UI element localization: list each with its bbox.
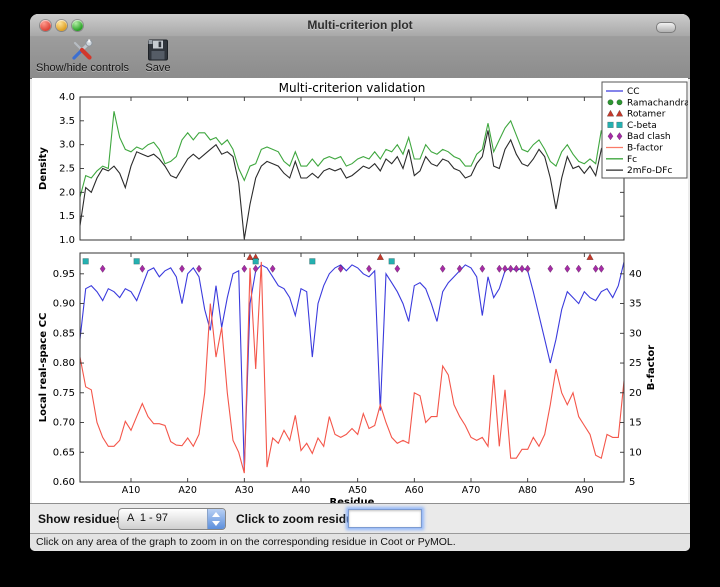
tools-icon (69, 38, 95, 62)
titlebar[interactable]: Multi-criterion plot (30, 14, 690, 36)
minimize-button[interactable] (56, 20, 67, 31)
legend-label: CC (627, 87, 640, 97)
svg-text:0.85: 0.85 (53, 328, 75, 339)
svg-text:0.70: 0.70 (53, 418, 75, 429)
status-bar: Click on any area of the graph to zoom i… (30, 533, 690, 551)
legend-label: Ramachandran (627, 98, 688, 108)
bfactor-axis-label: B-factor (646, 345, 657, 390)
legend-label: B-factor (627, 144, 663, 154)
density-axis-label: Density (38, 147, 49, 190)
bad-clash-markers (99, 264, 605, 273)
svg-text:3.5: 3.5 (59, 116, 75, 127)
legend-label: Rotamer (627, 110, 666, 120)
svg-text:A20: A20 (178, 485, 197, 496)
2mfo-dfc-line (79, 130, 625, 240)
toolbar-toggle-capsule-button[interactable] (656, 22, 676, 33)
svg-text:0.80: 0.80 (53, 358, 75, 369)
svg-text:1.5: 1.5 (59, 211, 75, 222)
cc-plot-frame (79, 252, 625, 483)
save-button[interactable]: Save (145, 38, 171, 74)
svg-text:A10: A10 (122, 485, 141, 496)
svg-text:5: 5 (629, 477, 635, 488)
c-beta-markers (82, 258, 395, 265)
legend-label: 2mFo-DFc (627, 166, 672, 176)
svg-text:10: 10 (629, 447, 642, 458)
svg-text:15: 15 (629, 418, 642, 429)
svg-text:0.95: 0.95 (53, 269, 75, 280)
cc-axis-label: Local real-space CC (38, 313, 49, 423)
legend-label: Fc (627, 155, 637, 165)
svg-text:A50: A50 (348, 485, 367, 496)
figure-canvas: 1.0 1.5 2.0 2.5 3.0 3.5 4.0 0.60 0.65 0.70 0.75 0.8… (32, 78, 690, 508)
svg-text:30: 30 (629, 328, 642, 339)
b-factor-line (79, 261, 625, 474)
density-plot-frame (79, 96, 625, 241)
plot-title: Multi-criterion validation (279, 81, 426, 95)
toolbar: Show/hide controls Save (36, 38, 171, 78)
svg-text:35: 35 (629, 299, 642, 310)
rotamer-markers (246, 253, 594, 261)
controls-bar: Show residues: A 1 - 97 Click to zoom re… (30, 503, 690, 534)
legend-label: Bad clash (627, 132, 671, 142)
show-hide-controls-button[interactable]: Show/hide controls (36, 38, 129, 74)
multi-criterion-plot-window: Multi-criterion plot (30, 14, 690, 551)
cc-line (79, 261, 625, 471)
svg-text:A80: A80 (518, 485, 537, 496)
svg-text:3.0: 3.0 (59, 140, 75, 151)
residue-range-select[interactable]: A 1 - 97 (118, 508, 226, 530)
svg-text:A60: A60 (405, 485, 424, 496)
close-button[interactable] (40, 20, 51, 31)
save-label: Save (145, 62, 171, 74)
legend-label: C-beta (627, 121, 657, 131)
floppy-disk-icon (145, 38, 171, 62)
svg-text:0.90: 0.90 (53, 299, 75, 310)
svg-text:A70: A70 (462, 485, 481, 496)
residue-range-value: A 1 - 97 (127, 512, 168, 524)
svg-text:0.65: 0.65 (53, 447, 75, 458)
show-residues-label: Show residues: (38, 512, 127, 526)
svg-text:0.60: 0.60 (53, 477, 75, 488)
svg-text:0.75: 0.75 (53, 388, 75, 399)
svg-text:25: 25 (629, 358, 642, 369)
svg-text:A30: A30 (235, 485, 254, 496)
residue-axis-label: Residue (330, 497, 375, 503)
svg-text:1.0: 1.0 (59, 235, 75, 246)
svg-text:20: 20 (629, 388, 642, 399)
svg-text:A40: A40 (292, 485, 311, 496)
svg-text:40: 40 (629, 269, 642, 280)
status-text: Click on any area of the graph to zoom i… (36, 536, 456, 548)
select-stepper-icon (207, 509, 225, 529)
zoom-button[interactable] (72, 20, 83, 31)
window-chrome: Multi-criterion plot (30, 14, 690, 79)
plot-area[interactable]: 1.0 1.5 2.0 2.5 3.0 3.5 4.0 0.60 0.65 0.70 0.75 0.8… (32, 78, 690, 508)
show-hide-controls-label: Show/hide controls (36, 62, 129, 74)
svg-text:A90: A90 (575, 485, 594, 496)
zoom-residue-input[interactable] (348, 509, 422, 528)
window-title: Multi-criterion plot (307, 18, 413, 32)
svg-text:4.0: 4.0 (59, 92, 75, 103)
svg-text:2.0: 2.0 (59, 187, 75, 198)
zoom-residue-label: Click to zoom residue: (236, 512, 365, 526)
svg-text:2.5: 2.5 (59, 164, 75, 175)
fc-line (79, 111, 625, 198)
